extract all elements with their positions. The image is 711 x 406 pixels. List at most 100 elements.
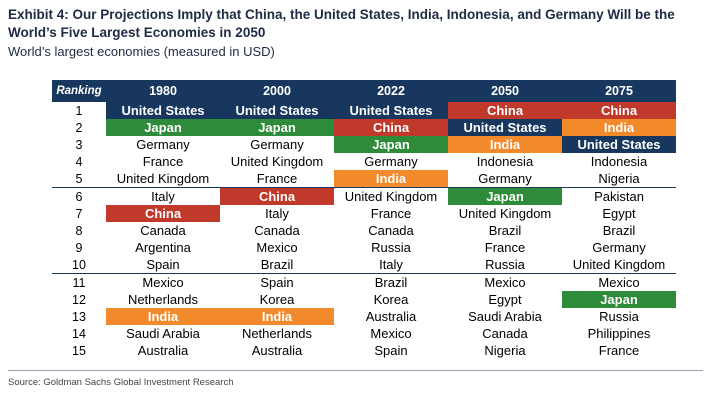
country-cell: Mexico <box>562 273 676 291</box>
bottom-rule <box>8 370 703 371</box>
rank-cell: 6 <box>52 187 106 205</box>
country-cell: China <box>220 187 334 205</box>
rank-cell: 14 <box>72 326 86 341</box>
country-cell: Canada <box>482 326 528 341</box>
country-cell: Japan <box>334 136 448 153</box>
country-cell: China <box>562 102 676 119</box>
country-cell: Canada <box>140 223 186 238</box>
country-cell: Germany <box>250 137 304 152</box>
country-cell: Germany <box>136 137 190 152</box>
rank-cell: 5 <box>75 171 83 186</box>
country-cell: United States <box>334 102 448 119</box>
column-header-2022: 2022 <box>334 80 448 102</box>
country-cell: United Kingdom <box>572 257 666 272</box>
source-note: Source: Goldman Sachs Global Investment … <box>8 377 234 388</box>
country-cell: Netherlands <box>127 292 199 307</box>
country-cell: United States <box>448 119 562 136</box>
rank-cell: 4 <box>75 154 83 169</box>
country-cell: Canada <box>368 223 414 238</box>
rankings-table: Ranking 1980 2000 2022 2050 2075 1 United Stat… <box>52 80 676 359</box>
country-cell: Pakistan <box>562 187 676 205</box>
rank-cell: 9 <box>75 240 83 255</box>
country-cell: Spain <box>146 257 180 272</box>
rank-cell: 1 <box>75 103 83 118</box>
table-row: 5 United Kingdom France India Germany Nigeria <box>52 170 676 188</box>
table-row: 6 Italy China United Kingdom Japan Pakistan <box>52 187 676 205</box>
country-cell: China <box>448 102 562 119</box>
column-header-1980: 1980 <box>106 80 220 102</box>
country-cell: France <box>142 154 184 169</box>
country-cell: Italy <box>106 187 220 205</box>
table-row: 9 Argentina Mexico Russia France Germany <box>52 239 676 256</box>
table-row: 4 France United Kingdom Germany Indonesia Ind… <box>52 153 676 170</box>
country-cell: Saudi Arabia <box>468 309 542 324</box>
column-header-2050: 2050 <box>448 80 562 102</box>
country-cell: China <box>106 205 220 222</box>
country-cell: India <box>562 119 676 136</box>
column-header-ranking: Ranking <box>52 80 106 102</box>
country-cell: Russia <box>371 240 411 255</box>
rank-cell: 11 <box>52 273 106 291</box>
country-cell: Mexico <box>448 273 562 291</box>
country-cell: India <box>448 136 562 153</box>
column-header-2000: 2000 <box>220 80 334 102</box>
table-row: 13 India India Australia Saudi Arabia Russia <box>52 308 676 325</box>
country-cell: Saudi Arabia <box>126 326 200 341</box>
country-cell: Russia <box>599 309 639 324</box>
table-row: 3 Germany Germany Japan India United States <box>52 136 676 153</box>
country-cell: France <box>598 343 640 358</box>
rank-cell: 10 <box>72 257 86 272</box>
country-cell: China <box>334 119 448 136</box>
table-body: 1 United States United States United States… <box>52 102 676 359</box>
rank-cell: 13 <box>72 309 86 324</box>
table-row: 11 Mexico Spain Brazil Mexico Mexico <box>52 273 676 291</box>
rank-cell: 15 <box>72 343 86 358</box>
country-cell: Canada <box>254 223 300 238</box>
country-cell: Brazil <box>334 273 448 291</box>
country-cell: Nigeria <box>484 343 526 358</box>
rank-cell: 2 <box>75 120 83 135</box>
rank-cell: 8 <box>75 223 83 238</box>
country-cell: Russia <box>485 257 525 272</box>
table-row: 14 Saudi Arabia Netherlands Mexico Canada Phi… <box>52 325 676 342</box>
country-cell: Spain <box>374 343 408 358</box>
table-row: 8 Canada Canada Canada Brazil Brazil <box>52 222 676 239</box>
rank-cell: 3 <box>75 137 83 152</box>
rank-cell: 12 <box>72 292 86 307</box>
rank-cell: 7 <box>75 206 83 221</box>
country-cell: France <box>256 171 298 186</box>
country-cell: India <box>220 308 334 325</box>
country-cell: Indonesia <box>476 154 534 169</box>
country-cell: Germany <box>364 154 418 169</box>
table-row: 1 United States United States United States… <box>52 102 676 119</box>
chart-subtitle: World’s largest economies (measured in U… <box>8 44 275 59</box>
table-row: 7 China Italy France United Kingdom Egypt <box>52 205 676 222</box>
country-cell: Netherlands <box>241 326 313 341</box>
country-cell: Australia <box>251 343 303 358</box>
country-cell: Brazil <box>602 223 636 238</box>
table-row: 2 Japan Japan China United States India <box>52 119 676 136</box>
table-row: 15 Australia Australia Spain Nigeria France <box>52 342 676 359</box>
country-cell: Korea <box>259 292 295 307</box>
country-cell: Egypt <box>602 206 636 221</box>
country-cell: Spain <box>220 273 334 291</box>
country-cell: Japan <box>562 291 676 308</box>
country-cell: Japan <box>220 119 334 136</box>
country-cell: Philippines <box>587 326 651 341</box>
country-cell: Brazil <box>488 223 522 238</box>
country-cell: Egypt <box>488 292 522 307</box>
country-cell: Argentina <box>135 240 191 255</box>
country-cell: Australia <box>137 343 189 358</box>
country-cell: Italy <box>379 257 403 272</box>
country-cell: France <box>484 240 526 255</box>
country-cell: Mexico <box>370 326 412 341</box>
country-cell: United Kingdom <box>334 187 448 205</box>
country-cell: United States <box>562 136 676 153</box>
country-cell: Mexico <box>106 273 220 291</box>
country-cell: United Kingdom <box>458 206 552 221</box>
country-cell: Brazil <box>260 257 294 272</box>
country-cell: India <box>106 308 220 325</box>
column-header-2075: 2075 <box>562 80 676 102</box>
country-cell: Japan <box>448 187 562 205</box>
country-cell: Indonesia <box>590 154 648 169</box>
